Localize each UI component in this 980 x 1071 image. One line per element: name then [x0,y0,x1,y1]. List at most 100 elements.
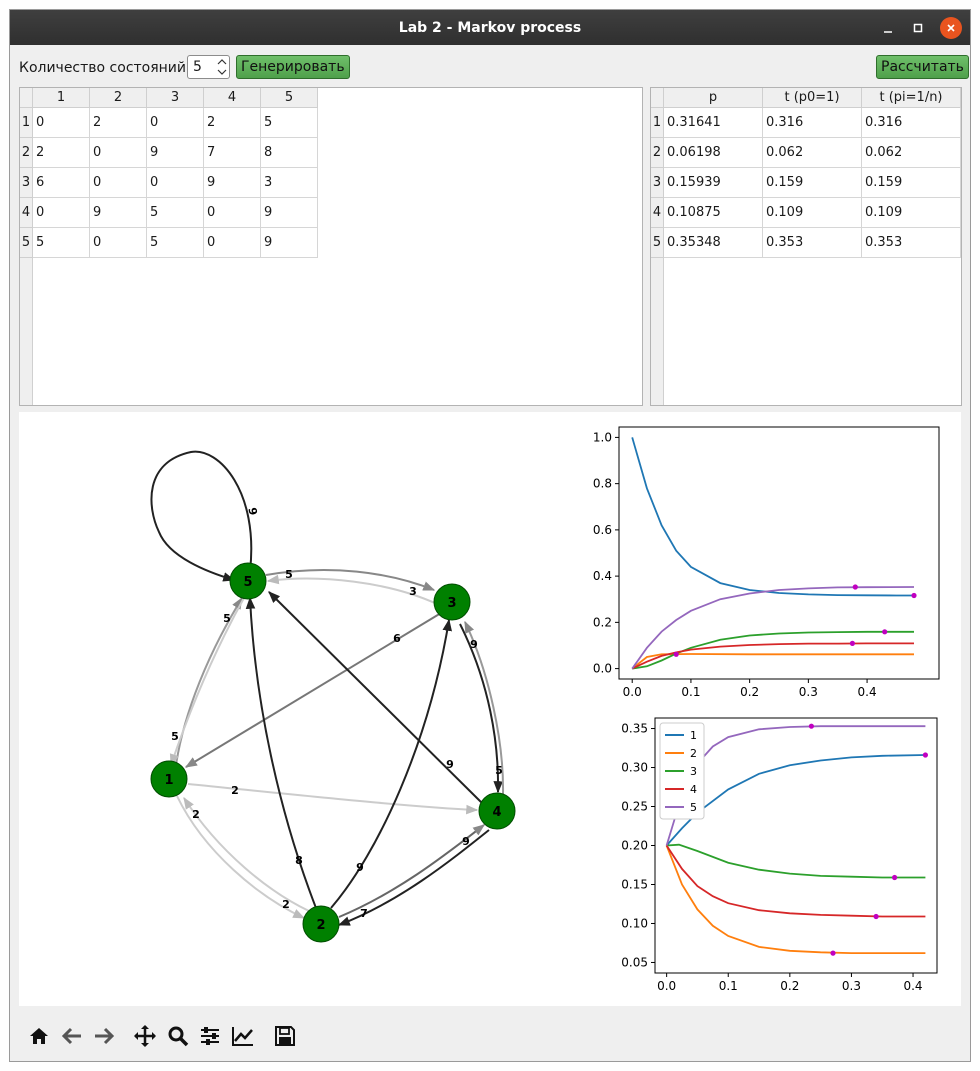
series-line [666,843,926,879]
matrix-cell[interactable]: 0 [147,108,204,138]
graph-edge [338,824,485,918]
results-col-header[interactable]: p [664,88,763,108]
results-table[interactable]: p t (p0=1) t (pi=1/n) 1 0.31641 0.316 0.… [650,87,962,406]
back-button[interactable] [59,1023,85,1049]
home-button[interactable] [26,1023,52,1049]
results-row-header[interactable]: 3 [651,168,664,198]
table-corner [20,88,33,108]
matrix-cell[interactable]: 5 [147,228,204,258]
matrix-col-header[interactable]: 5 [261,88,318,108]
matrix-cell[interactable]: 7 [204,138,261,168]
results-cell[interactable]: 0.316 [763,108,862,138]
y-tick-label: 0.25 [621,800,648,814]
matrix-cell[interactable]: 2 [90,108,147,138]
results-cell[interactable]: 0.35348 [664,228,763,258]
series-line [631,653,914,670]
results-col-header[interactable]: t (pi=1/n) [862,88,961,108]
results-cell[interactable]: 0.316 [862,108,961,138]
matrix-row-header[interactable]: 1 [20,108,33,138]
edit-axis-button[interactable] [230,1023,256,1049]
save-icon [275,1026,295,1046]
spin-arrows-icon[interactable] [215,56,229,78]
matrix-cell[interactable]: 9 [90,198,147,228]
generate-button[interactable]: Генерировать [236,55,350,79]
matrix-cell[interactable]: 9 [204,168,261,198]
states-count-spinbox[interactable]: 5 [187,55,230,79]
results-cell[interactable]: 0.109 [862,198,961,228]
results-cell[interactable]: 0.159 [862,168,961,198]
results-cell[interactable]: 0.06198 [664,138,763,168]
calculate-button[interactable]: Рассчитать [876,55,969,79]
results-row-header[interactable]: 2 [651,138,664,168]
series-line [665,845,926,954]
results-cell[interactable]: 0.159 [763,168,862,198]
results-cell[interactable]: 0.062 [763,138,862,168]
matrix-cell[interactable]: 9 [147,138,204,168]
matrix-cell[interactable]: 0 [204,198,261,228]
transition-matrix-table[interactable]: 1 2 3 4 5 1 0 2 0 2 5 2 2 0 9 7 8 3 6 0 … [19,87,643,406]
edge-weight-label: 5 [285,568,293,581]
matrix-cell[interactable]: 0 [33,198,90,228]
graph-node: 1 [150,760,188,798]
matrix-row-header[interactable]: 4 [20,198,33,228]
save-button[interactable] [272,1023,298,1049]
matrix-cell[interactable]: 3 [261,168,318,198]
matrix-cell[interactable]: 9 [261,228,318,258]
node-label: 2 [316,918,325,933]
matrix-cell[interactable]: 8 [261,138,318,168]
matrix-col-header[interactable]: 1 [33,88,90,108]
matrix-row-header[interactable]: 2 [20,138,33,168]
results-cell[interactable]: 0.15939 [664,168,763,198]
matrix-cell[interactable]: 0 [204,228,261,258]
minimize-button[interactable] [877,17,899,39]
window-title: Lab 2 - Markov process [398,19,582,36]
states-count-label: Количество состояний [19,60,187,76]
matrix-cell[interactable]: 5 [147,198,204,228]
data-point [852,584,858,590]
pan-icon [134,1025,156,1047]
results-row-header[interactable]: 1 [651,108,664,138]
configure-subplots-button[interactable] [197,1023,223,1049]
matrix-col-header[interactable]: 3 [147,88,204,108]
table-row: 3 6 0 0 9 3 [20,168,318,198]
close-button[interactable] [940,17,962,39]
maximize-button[interactable] [907,17,929,39]
pan-button[interactable] [132,1023,158,1049]
matrix-cell[interactable]: 0 [90,168,147,198]
series-line [665,845,926,918]
results-cell[interactable]: 0.062 [862,138,961,168]
forward-button[interactable] [91,1023,117,1049]
results-row-header[interactable]: 5 [651,228,664,258]
matplotlib-canvas[interactable]: 9 5 3 6 5 5 9 5 2 2 2 9 8 9 7 9 1 [19,412,961,1006]
y-tick-label: 0.20 [621,839,648,853]
matrix-row-header[interactable]: 5 [20,228,33,258]
results-row-header[interactable]: 4 [651,198,664,228]
matrix-cell[interactable]: 6 [33,168,90,198]
graph-node: 3 [433,583,471,621]
matrix-cell[interactable]: 2 [33,138,90,168]
states-count-value[interactable]: 5 [193,59,202,75]
results-cell[interactable]: 0.353 [862,228,961,258]
results-cell[interactable]: 0.353 [763,228,862,258]
matrix-cell[interactable]: 0 [90,138,147,168]
node-label: 4 [492,805,501,820]
matrix-cell[interactable]: 2 [204,108,261,138]
matrix-cell[interactable]: 5 [33,228,90,258]
matrix-cell[interactable]: 5 [261,108,318,138]
table-corner [651,88,664,108]
results-cell[interactable]: 0.31641 [664,108,763,138]
matrix-cell[interactable]: 9 [261,198,318,228]
results-col-header[interactable]: t (p0=1) [763,88,862,108]
matrix-col-header[interactable]: 2 [90,88,147,108]
y-tick-label: 0.8 [593,477,612,491]
zoom-button[interactable] [165,1023,191,1049]
table-row: 5 0.35348 0.353 0.353 [651,228,961,258]
graph-edge [266,574,438,605]
matrix-col-header[interactable]: 4 [204,88,261,108]
matrix-cell[interactable]: 0 [90,228,147,258]
matrix-cell[interactable]: 0 [33,108,90,138]
results-cell[interactable]: 0.109 [763,198,862,228]
results-cell[interactable]: 0.10875 [664,198,763,228]
matrix-cell[interactable]: 0 [147,168,204,198]
matrix-row-header[interactable]: 3 [20,168,33,198]
